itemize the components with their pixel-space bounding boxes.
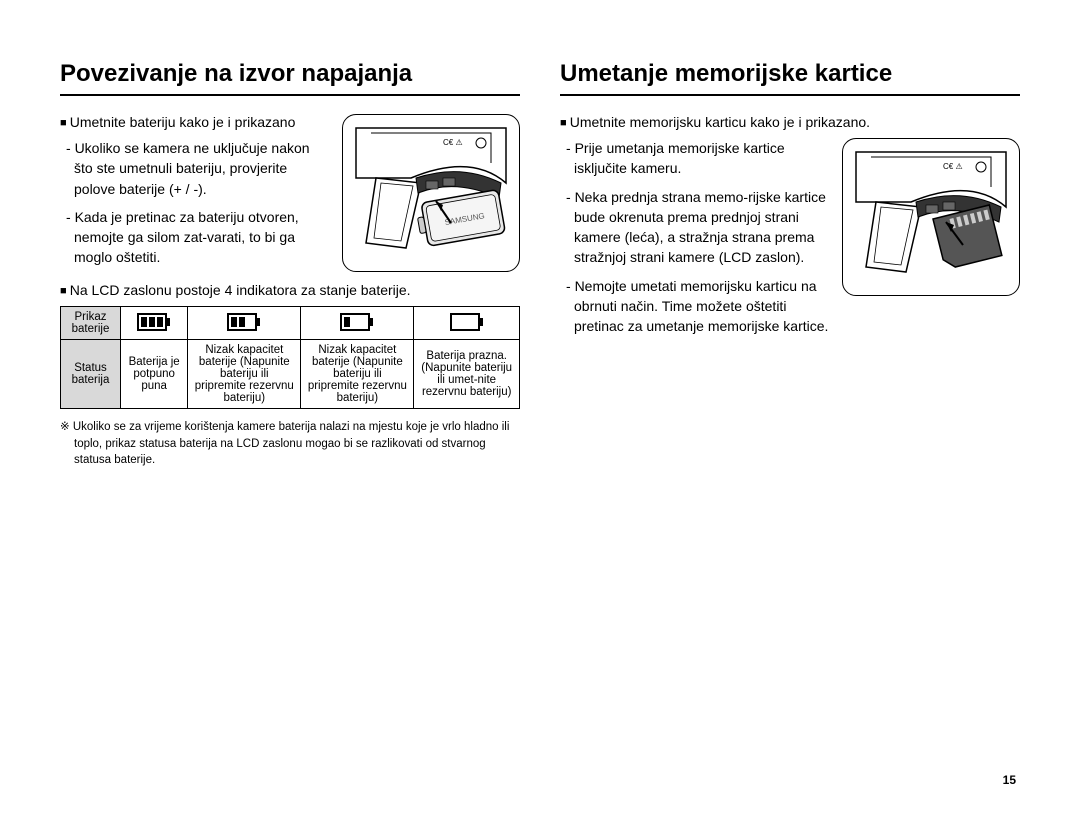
left-column: Povezivanje na izvor napajanja C€ ⚠	[60, 60, 520, 469]
battery-empty-icon	[450, 313, 484, 334]
page: Povezivanje na izvor napajanja C€ ⚠	[0, 0, 1080, 509]
battery-icon-cell	[121, 307, 188, 340]
table-row: Status baterija Baterija je potpuno puna…	[61, 340, 520, 409]
battery-1bar-icon	[340, 313, 374, 334]
row1-label: Prikaz baterije	[61, 307, 121, 340]
left-title: Povezivanje na izvor napajanja	[60, 60, 520, 96]
row2-label: Status baterija	[61, 340, 121, 409]
battery-illustration-frame: C€ ⚠ SAMSUNG	[342, 114, 520, 272]
status-cell-2: Nizak kapacitet baterije (Napunite bater…	[301, 340, 414, 409]
svg-text:C€ ⚠: C€ ⚠	[443, 138, 463, 147]
battery-illustration: C€ ⚠ SAMSUNG	[342, 114, 520, 272]
battery-icon-cell	[188, 307, 301, 340]
right-title: Umetanje memorijske kartice	[560, 60, 1020, 96]
table-row: Prikaz baterije	[61, 307, 520, 340]
battery-full-icon	[137, 313, 171, 334]
right-column: Umetanje memorijske kartice Umetnite mem…	[560, 60, 1020, 469]
card-illustration: C€ ⚠	[842, 138, 1020, 296]
status-cell-1: Nizak kapacitet baterije (Napunite bater…	[188, 340, 301, 409]
table-intro: Na LCD zaslonu postoje 4 indikatora za s…	[60, 282, 520, 298]
status-cell-0: Baterija je potpuno puna	[121, 340, 188, 409]
battery-2bar-icon	[227, 313, 261, 334]
battery-icon-cell	[414, 307, 520, 340]
page-number: 15	[1003, 773, 1016, 787]
right-bullet-1: Umetnite memorijsku karticu kako je i pr…	[560, 114, 1020, 130]
battery-table: Prikaz baterije Status baterija Baterija…	[60, 306, 520, 409]
status-cell-3: Baterija prazna. (Napunite bateriju ili …	[414, 340, 520, 409]
left-footnote: Ukoliko se za vrijeme korištenja kamere …	[74, 419, 520, 469]
card-illustration-frame: C€ ⚠	[842, 138, 1020, 296]
svg-text:C€ ⚠: C€ ⚠	[943, 162, 963, 171]
battery-icon-cell	[301, 307, 414, 340]
